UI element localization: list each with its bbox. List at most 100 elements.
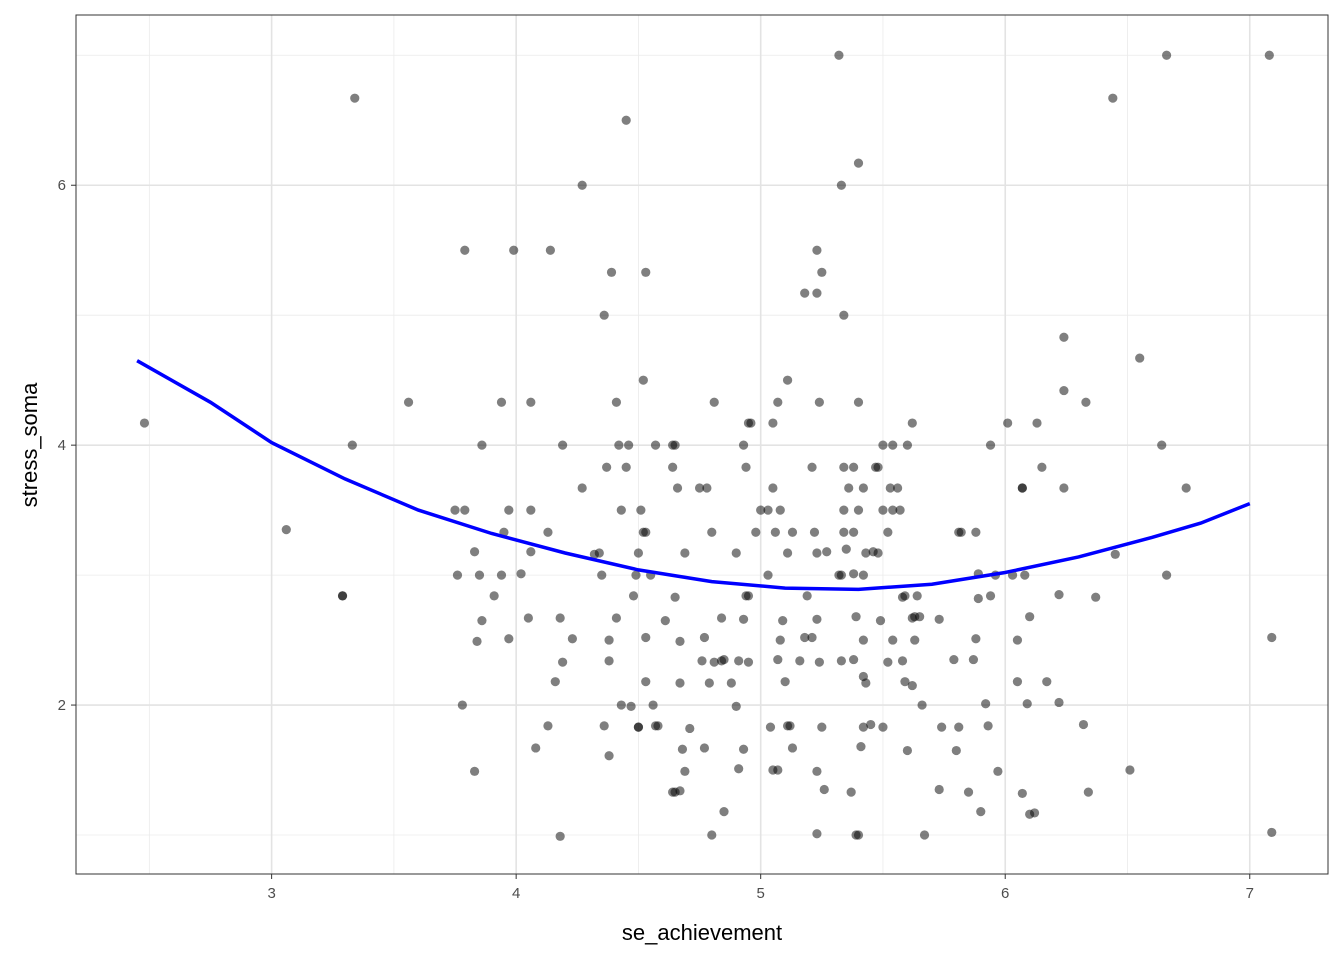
data-point — [782, 548, 793, 558]
data-point — [1162, 50, 1172, 60]
data-point — [907, 680, 917, 691]
data-point — [883, 657, 893, 667]
data-point — [719, 807, 729, 817]
data-point — [775, 505, 785, 515]
data-point — [812, 245, 822, 255]
data-point — [800, 288, 810, 298]
data-point — [902, 745, 913, 756]
data-point — [1032, 418, 1042, 428]
ticks: 3 4 5 6 7 2 4 6 — [58, 177, 1254, 902]
data-point — [738, 440, 749, 450]
data-point — [893, 483, 903, 493]
data-point — [641, 267, 651, 277]
x-axis-title: se_achievement — [622, 920, 782, 945]
data-point — [621, 462, 631, 472]
data-point — [1162, 570, 1172, 580]
data-point — [981, 699, 991, 709]
data-point — [611, 397, 622, 407]
data-point — [526, 547, 536, 557]
data-point — [460, 505, 470, 515]
data-point — [956, 527, 966, 537]
data-point — [1054, 589, 1064, 600]
data-point — [1108, 93, 1118, 103]
data-point — [844, 483, 854, 493]
data-point — [616, 700, 626, 710]
data-point — [577, 483, 587, 493]
data-point — [839, 310, 849, 320]
data-point — [558, 440, 568, 450]
data-point — [1264, 50, 1274, 60]
data-point — [900, 591, 910, 601]
data-point — [861, 678, 871, 688]
data-point — [543, 721, 553, 731]
data-point — [875, 615, 886, 626]
data-point — [1059, 385, 1069, 396]
data-point — [543, 527, 553, 537]
data-point — [633, 548, 644, 558]
data-point — [621, 115, 631, 125]
data-point — [555, 613, 565, 623]
data-point — [778, 615, 788, 626]
data-point — [350, 93, 360, 103]
x-tick-label: 4 — [512, 885, 520, 902]
data-point — [812, 548, 822, 558]
data-point — [704, 678, 714, 688]
data-point — [985, 591, 996, 601]
data-point — [660, 615, 670, 626]
data-point — [934, 614, 944, 624]
data-point — [337, 591, 348, 601]
data-point — [780, 677, 790, 687]
data-point — [822, 547, 832, 557]
data-point — [526, 505, 536, 515]
data-point — [839, 527, 849, 537]
data-point — [460, 245, 470, 255]
data-point — [983, 721, 993, 731]
data-point — [743, 591, 754, 601]
data-point — [526, 397, 536, 407]
data-point — [763, 570, 773, 580]
data-point — [1022, 699, 1032, 709]
data-point — [1125, 765, 1135, 775]
data-point — [670, 592, 680, 602]
data-point — [716, 613, 727, 623]
data-point — [606, 267, 617, 277]
data-point — [594, 548, 604, 558]
data-point — [631, 570, 641, 580]
data-point — [773, 654, 783, 665]
data-point — [523, 613, 533, 623]
data-point — [819, 784, 829, 795]
data-point — [839, 462, 849, 472]
data-point — [599, 721, 609, 731]
data-point — [1059, 332, 1069, 342]
data-point — [1029, 808, 1040, 818]
data-point — [746, 418, 756, 428]
data-point — [638, 375, 648, 385]
data-point — [531, 743, 541, 753]
data-point — [888, 505, 898, 515]
data-point — [817, 267, 827, 277]
data-point — [770, 527, 780, 537]
data-point — [699, 743, 710, 753]
data-point — [545, 245, 555, 255]
data-point — [1017, 483, 1027, 493]
data-point — [489, 591, 499, 601]
data-point — [624, 440, 634, 450]
data-point — [883, 527, 893, 537]
data-point — [787, 743, 798, 753]
data-point — [971, 527, 981, 537]
smooth-line — [136, 359, 1251, 592]
data-point — [849, 654, 859, 665]
data-point — [1267, 632, 1277, 643]
data-point — [743, 657, 754, 667]
data-point — [763, 505, 773, 515]
data-point — [738, 614, 749, 624]
data-point — [1017, 788, 1027, 799]
data-point — [949, 654, 959, 665]
data-point — [915, 612, 925, 622]
data-point — [516, 569, 526, 579]
data-point — [878, 440, 888, 450]
data-point — [812, 288, 822, 298]
data-point — [885, 483, 895, 493]
data-point — [849, 527, 859, 537]
data-point — [888, 635, 898, 645]
